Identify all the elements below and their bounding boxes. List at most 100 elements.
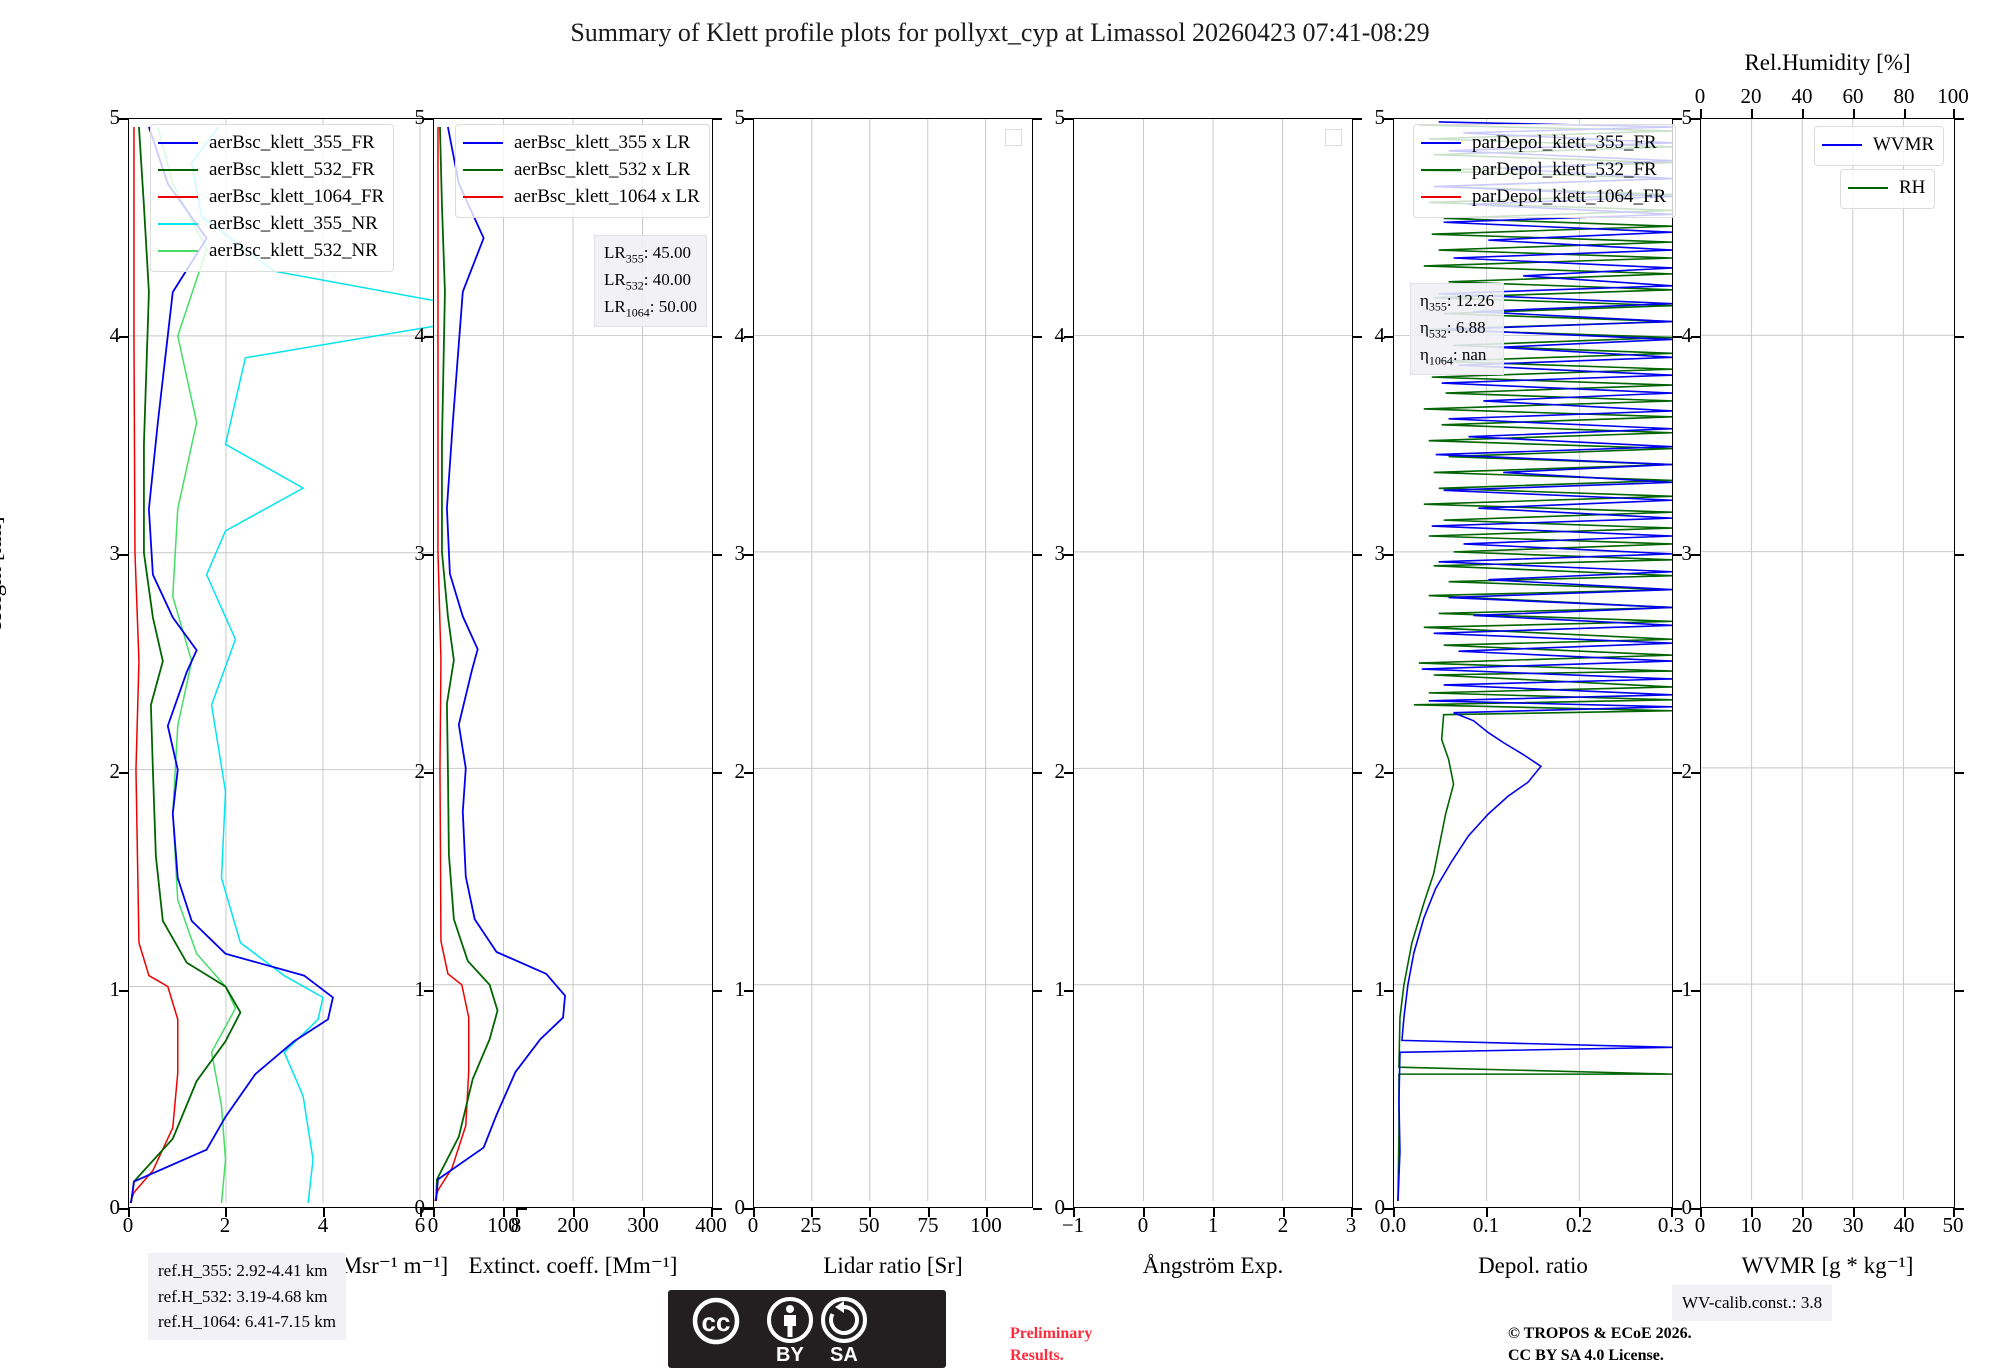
y-tick: 3 bbox=[414, 541, 426, 565]
y-tick: 0 bbox=[1054, 1195, 1066, 1219]
legend-extinction[interactable]: aerBsc_klett_355 x LR aerBsc_klett_532 x… bbox=[455, 124, 710, 218]
legend-label: parDepol_klett_355_FR bbox=[1472, 132, 1657, 153]
lr-355-value: 45.00 bbox=[652, 243, 691, 262]
cc-license-badge[interactable]: cc BY SA bbox=[668, 1290, 946, 1368]
legend-swatch bbox=[1848, 187, 1888, 190]
y-tick: 2 bbox=[414, 759, 426, 783]
y-tick: 4 bbox=[1374, 323, 1386, 347]
preliminary-results-note: Preliminary Results. bbox=[1010, 1325, 1093, 1364]
x-axis-label: Lidar ratio [Sr] bbox=[823, 1253, 963, 1278]
lr-1064-sym: LR bbox=[604, 296, 626, 316]
y-tick: 1 bbox=[1054, 977, 1066, 1001]
depol-curves bbox=[1394, 119, 1672, 1202]
legend-swatch bbox=[1421, 169, 1461, 172]
y-tick: 4 bbox=[109, 323, 121, 347]
legend-rh[interactable]: RH bbox=[1840, 169, 1936, 209]
cc-sa-share-alike-icon bbox=[821, 1297, 867, 1343]
legend-item[interactable]: aerBsc_klett_355_NR bbox=[158, 211, 384, 238]
y-tick: 5 bbox=[734, 105, 746, 129]
legend-label: aerBsc_klett_355_FR bbox=[209, 132, 375, 153]
x-tick: 10 bbox=[1740, 1213, 1762, 1237]
legend-item[interactable]: parDepol_klett_532_FR bbox=[1421, 157, 1666, 184]
lr-532-row: LR532: 40.00 bbox=[604, 269, 691, 293]
x-tick: 300 bbox=[627, 1213, 659, 1237]
legend-item[interactable]: RH bbox=[1848, 175, 1925, 202]
x-tick: 0 bbox=[427, 1213, 439, 1237]
x-tick: 100 bbox=[487, 1213, 519, 1237]
lr-355-row: LR355: 45.00 bbox=[604, 243, 691, 266]
plot-frame bbox=[753, 118, 1033, 1208]
eta-info-box: η355: 12.26 η532: 6.88 η1064: nan bbox=[1410, 283, 1505, 376]
x-tick: 20 bbox=[1791, 1213, 1813, 1237]
x-tick: 0 bbox=[1137, 1213, 1149, 1237]
eta-532-value: 6.88 bbox=[1455, 317, 1486, 337]
top-x-tick: 60 bbox=[1842, 84, 1864, 108]
eta-355-value: 12.26 bbox=[1455, 291, 1495, 310]
lidar-ratio-curves bbox=[754, 119, 1032, 1202]
x-tick: 0 bbox=[122, 1213, 134, 1237]
eta-1064-row: η1064: nan bbox=[1420, 344, 1487, 367]
legend-item[interactable]: aerBsc_klett_532 x LR bbox=[463, 157, 700, 184]
panel-lidar-ratio: 0 1 2 3 4 5 0 25 50 75 100 Lidar ratio [… bbox=[735, 105, 1042, 1278]
panel-depol-ratio: 0 1 2 3 4 5 0.0 0.1 0.2 0.3 Depol. ratio… bbox=[1375, 105, 1685, 1278]
x-tick: 4 bbox=[317, 1213, 329, 1237]
lidar-ratio-info-box: LR355: 45.00 LR532: 40.00 LR1064: 50.00 bbox=[594, 235, 707, 328]
panel-angstroem: 0 1 2 3 4 5 −1 0 1 2 3 Ångström Exp. bbox=[1055, 105, 1362, 1278]
legend-wvmr[interactable]: WVMR bbox=[1814, 126, 1945, 166]
x-tick: 8 bbox=[510, 1213, 522, 1237]
x-tick: 0.1 bbox=[1472, 1213, 1500, 1237]
plot-frame bbox=[1700, 118, 1955, 1208]
eta-1064-sub: 1064 bbox=[1428, 352, 1453, 367]
legend-item[interactable]: parDepol_klett_355_FR bbox=[1421, 130, 1666, 157]
legend-item[interactable]: aerBsc_klett_532_FR bbox=[158, 157, 384, 184]
legend-backscatter[interactable]: aerBsc_klett_355_FR aerBsc_klett_532_FR … bbox=[150, 124, 395, 272]
y-tick: 3 bbox=[1681, 541, 1693, 565]
x-tick: 30 bbox=[1842, 1213, 1864, 1237]
legend-item[interactable]: aerBsc_klett_1064 x LR bbox=[463, 184, 700, 211]
x-tick: 3 bbox=[1345, 1213, 1357, 1237]
y-tick: 2 bbox=[1054, 759, 1066, 783]
y-tick: 1 bbox=[1681, 977, 1693, 1001]
legend-item[interactable]: aerBsc_klett_355_FR bbox=[158, 130, 384, 157]
x-tick: 0 bbox=[747, 1213, 759, 1237]
x-tick: 2 bbox=[219, 1213, 231, 1237]
y-tick: 2 bbox=[109, 759, 121, 783]
x-tick: 2 bbox=[1277, 1213, 1289, 1237]
legend-item[interactable]: WVMR bbox=[1822, 132, 1934, 159]
y-tick: 1 bbox=[109, 977, 121, 1001]
legend-swatch bbox=[158, 169, 198, 172]
legend-item[interactable]: aerBsc_klett_532_NR bbox=[158, 238, 384, 265]
legend-label: parDepol_klett_532_FR bbox=[1472, 158, 1657, 180]
wv-calibration-box: WV-calib.const.: 3.8 bbox=[1672, 1285, 1833, 1321]
x-tick: 50 bbox=[858, 1213, 880, 1237]
x-tick: 1 bbox=[1207, 1213, 1219, 1237]
legend-item[interactable]: aerBsc_klett_355 x LR bbox=[463, 130, 700, 157]
y-tick: 4 bbox=[1681, 323, 1693, 347]
copyright-note: © TROPOS & ECoE 2026. CC BY SA 4.0 Licen… bbox=[1508, 1325, 1692, 1364]
plot-frame bbox=[1393, 118, 1673, 1208]
legend-item[interactable]: parDepol_klett_1064_FR bbox=[1421, 184, 1666, 211]
y-tick: 3 bbox=[1054, 541, 1066, 565]
lr-1064-row: LR1064: 50.00 bbox=[604, 296, 697, 319]
x-tick: 6 bbox=[414, 1213, 426, 1237]
legend-label: parDepol_klett_1064_FR bbox=[1472, 185, 1667, 207]
eta-532-row: η532: 6.88 bbox=[1420, 317, 1486, 341]
y-axis-label: Height [km] bbox=[0, 516, 6, 630]
x-tick: 100 bbox=[970, 1213, 1002, 1237]
cc-by-label: BY bbox=[776, 1344, 804, 1366]
eta-355-row: η355: 12.26 bbox=[1420, 291, 1495, 314]
empty-legend-box[interactable] bbox=[1325, 129, 1342, 146]
legend-swatch bbox=[158, 196, 198, 199]
top-axis-label: Rel.Humidity [%] bbox=[1744, 50, 1911, 75]
empty-legend-box[interactable] bbox=[1005, 129, 1022, 146]
eta-355-sym: η bbox=[1420, 291, 1429, 310]
y-tick: 2 bbox=[734, 759, 746, 783]
legend-swatch bbox=[158, 223, 198, 226]
legend-item[interactable]: aerBsc_klett_1064_FR bbox=[158, 184, 384, 211]
y-tick: 1 bbox=[1374, 977, 1386, 1001]
reference-heights-box: ref.H_355: 2.92-4.41 km ref.H_532: 3.19-… bbox=[148, 1253, 347, 1340]
legend-depol[interactable]: parDepol_klett_355_FR parDepol_klett_532… bbox=[1413, 124, 1677, 218]
x-tick: 200 bbox=[557, 1213, 589, 1237]
y-tick: 3 bbox=[109, 541, 121, 565]
cc-sa-label: SA bbox=[830, 1344, 858, 1366]
